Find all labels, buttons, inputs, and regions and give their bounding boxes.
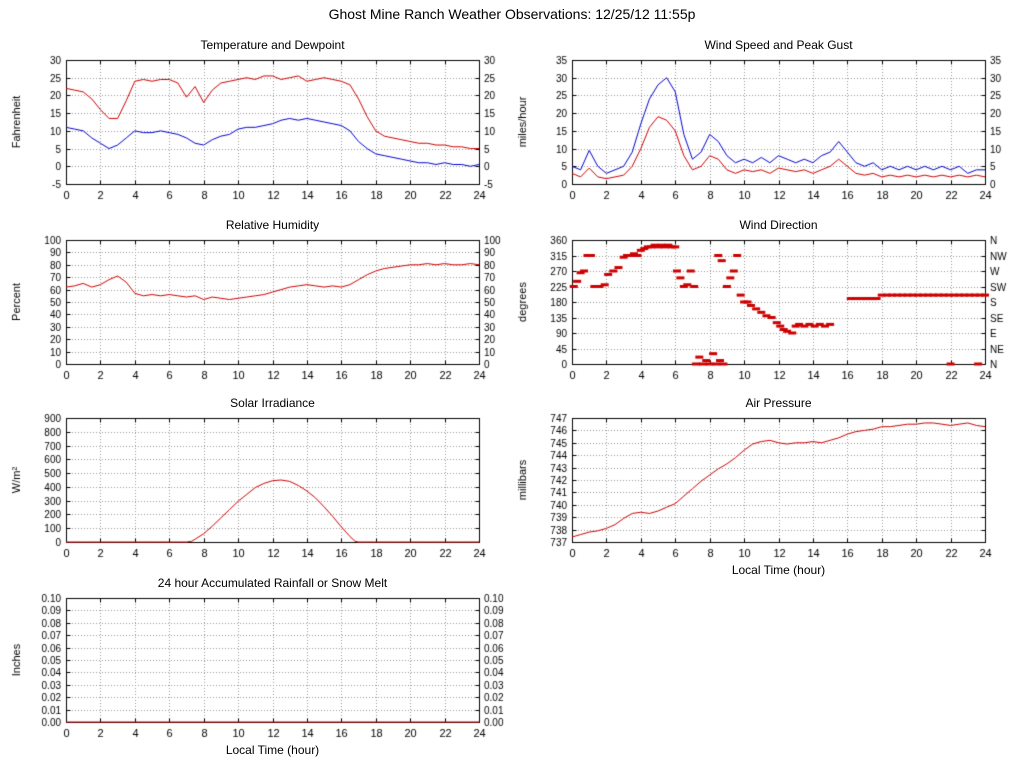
chart-title: Air Pressure <box>745 396 812 410</box>
chart-title: Wind Speed and Peak Gust <box>704 38 853 52</box>
chart-temperature-dewpoint: Temperature and Dewpoint <box>8 36 513 220</box>
chart-air-pressure: Air Pressure Local Time (hour) <box>514 394 1019 578</box>
chart-rainfall: 24 hour Accumulated Rainfall or Snow Mel… <box>8 574 513 758</box>
chart-title: Wind Direction <box>739 218 818 232</box>
chart-title: Solar Irradiance <box>230 396 315 410</box>
chart-title: Relative Humidity <box>225 218 320 232</box>
x-axis-label: Local Time (hour) <box>225 743 320 757</box>
solar-irradiance-plot <box>8 412 513 562</box>
wind-speed-gust-plot <box>514 54 1019 204</box>
chart-wind-direction: Wind Direction <box>514 216 1019 400</box>
chart-solar-irradiance: Solar Irradiance <box>8 394 513 578</box>
relative-humidity-plot <box>8 234 513 384</box>
wind-direction-plot <box>514 234 1019 384</box>
page-title: Ghost Mine Ranch Weather Observations: 1… <box>328 6 696 22</box>
chart-wind-speed-gust: Wind Speed and Peak Gust <box>514 36 1019 220</box>
x-axis-label: Local Time (hour) <box>731 563 826 577</box>
rainfall-plot <box>8 592 513 742</box>
chart-title: Temperature and Dewpoint <box>200 38 345 52</box>
chart-title: 24 hour Accumulated Rainfall or Snow Mel… <box>157 576 388 590</box>
temperature-dewpoint-plot <box>8 54 513 204</box>
air-pressure-plot <box>514 412 1019 562</box>
chart-relative-humidity: Relative Humidity <box>8 216 513 400</box>
